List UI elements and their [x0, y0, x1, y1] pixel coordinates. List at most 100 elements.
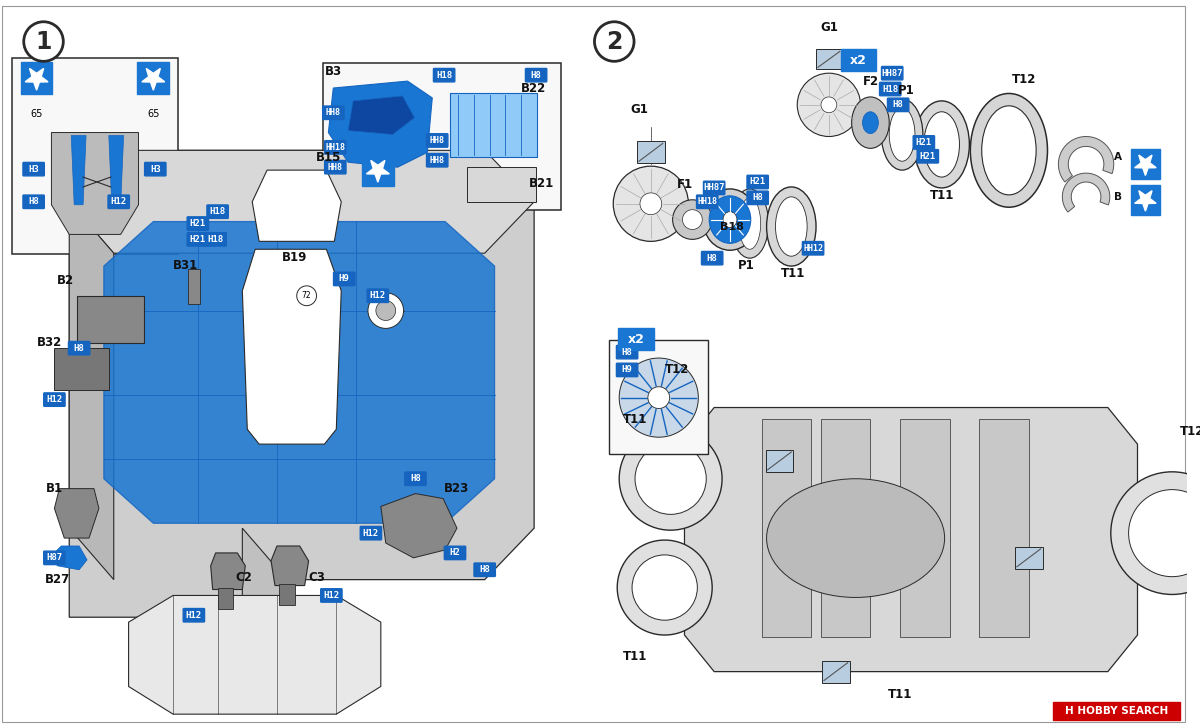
Polygon shape	[1135, 191, 1156, 211]
FancyBboxPatch shape	[68, 341, 90, 355]
Polygon shape	[1062, 173, 1110, 212]
Text: 65: 65	[148, 108, 160, 119]
Text: P1: P1	[898, 84, 914, 97]
FancyBboxPatch shape	[702, 251, 722, 265]
FancyBboxPatch shape	[426, 154, 448, 167]
FancyBboxPatch shape	[323, 106, 344, 119]
FancyBboxPatch shape	[325, 141, 346, 154]
Bar	[816, 50, 841, 69]
FancyBboxPatch shape	[474, 563, 496, 577]
Polygon shape	[70, 151, 534, 617]
Text: B19: B19	[282, 250, 307, 264]
Polygon shape	[109, 135, 124, 205]
Text: HH12: HH12	[803, 244, 823, 253]
Text: B18: B18	[720, 223, 744, 232]
Ellipse shape	[881, 99, 923, 170]
Circle shape	[821, 97, 836, 113]
Ellipse shape	[863, 112, 878, 133]
Text: H8: H8	[479, 565, 490, 574]
Text: H87: H87	[47, 553, 62, 562]
Text: G1: G1	[630, 103, 648, 116]
Text: H12: H12	[370, 291, 386, 300]
Polygon shape	[52, 132, 138, 234]
Text: H3: H3	[29, 165, 40, 174]
Bar	[1054, 703, 1180, 720]
Text: HH8: HH8	[328, 162, 343, 172]
Polygon shape	[348, 96, 414, 135]
Polygon shape	[128, 596, 380, 714]
Text: HH87: HH87	[882, 68, 902, 78]
Text: T11: T11	[888, 688, 912, 701]
FancyBboxPatch shape	[205, 233, 227, 246]
Text: H18: H18	[882, 84, 899, 93]
FancyBboxPatch shape	[187, 233, 209, 246]
Bar	[1015, 547, 1043, 569]
Text: 72: 72	[302, 291, 312, 300]
FancyBboxPatch shape	[184, 609, 204, 622]
FancyBboxPatch shape	[426, 134, 448, 147]
FancyBboxPatch shape	[145, 162, 166, 176]
Bar	[637, 141, 665, 163]
Text: H12: H12	[362, 529, 379, 538]
Text: 65: 65	[30, 108, 43, 119]
Ellipse shape	[619, 427, 722, 530]
Text: HH8: HH8	[430, 136, 445, 145]
Bar	[54, 348, 109, 389]
Text: H21: H21	[916, 138, 932, 147]
Text: H8: H8	[752, 194, 763, 202]
Ellipse shape	[971, 93, 1048, 207]
Text: HH18: HH18	[325, 143, 346, 152]
Bar	[1130, 149, 1160, 179]
Polygon shape	[104, 221, 494, 523]
Text: G1: G1	[820, 21, 838, 34]
Circle shape	[24, 22, 64, 61]
Text: T12: T12	[665, 363, 690, 376]
Ellipse shape	[1129, 490, 1200, 577]
Text: x2: x2	[628, 333, 644, 346]
Bar	[762, 419, 811, 637]
Text: HH8: HH8	[430, 156, 445, 165]
Text: H8: H8	[893, 100, 904, 109]
Text: H9: H9	[338, 274, 349, 283]
Circle shape	[797, 74, 860, 136]
Ellipse shape	[775, 197, 808, 256]
FancyBboxPatch shape	[746, 175, 768, 189]
Bar	[900, 419, 949, 637]
FancyBboxPatch shape	[108, 195, 130, 208]
Ellipse shape	[889, 108, 914, 161]
Circle shape	[613, 166, 689, 242]
Bar	[822, 661, 850, 683]
Bar	[979, 419, 1028, 637]
Text: F1: F1	[677, 178, 692, 191]
Bar	[217, 587, 234, 609]
Ellipse shape	[924, 112, 960, 177]
Text: P1: P1	[738, 258, 754, 272]
Ellipse shape	[703, 189, 757, 250]
Circle shape	[683, 210, 702, 229]
Text: B2: B2	[56, 274, 74, 288]
Ellipse shape	[635, 443, 707, 515]
Bar	[841, 50, 876, 71]
Text: T12: T12	[1180, 424, 1200, 438]
Text: B27: B27	[44, 573, 70, 586]
Polygon shape	[70, 202, 114, 579]
Text: 2: 2	[606, 30, 623, 54]
Ellipse shape	[982, 106, 1036, 195]
FancyBboxPatch shape	[880, 82, 901, 96]
Circle shape	[648, 387, 670, 408]
Polygon shape	[211, 553, 245, 590]
Text: H18: H18	[208, 235, 223, 244]
FancyBboxPatch shape	[43, 393, 65, 406]
Text: HH18: HH18	[697, 197, 718, 206]
Text: B21: B21	[528, 178, 553, 191]
Ellipse shape	[739, 198, 761, 249]
Ellipse shape	[1111, 472, 1200, 595]
Bar	[12, 58, 178, 254]
Ellipse shape	[617, 540, 712, 635]
FancyBboxPatch shape	[404, 472, 426, 486]
FancyBboxPatch shape	[746, 191, 768, 205]
Text: H9: H9	[622, 365, 632, 374]
Polygon shape	[70, 151, 534, 253]
Text: H21: H21	[919, 151, 936, 161]
Text: H21: H21	[190, 235, 206, 244]
